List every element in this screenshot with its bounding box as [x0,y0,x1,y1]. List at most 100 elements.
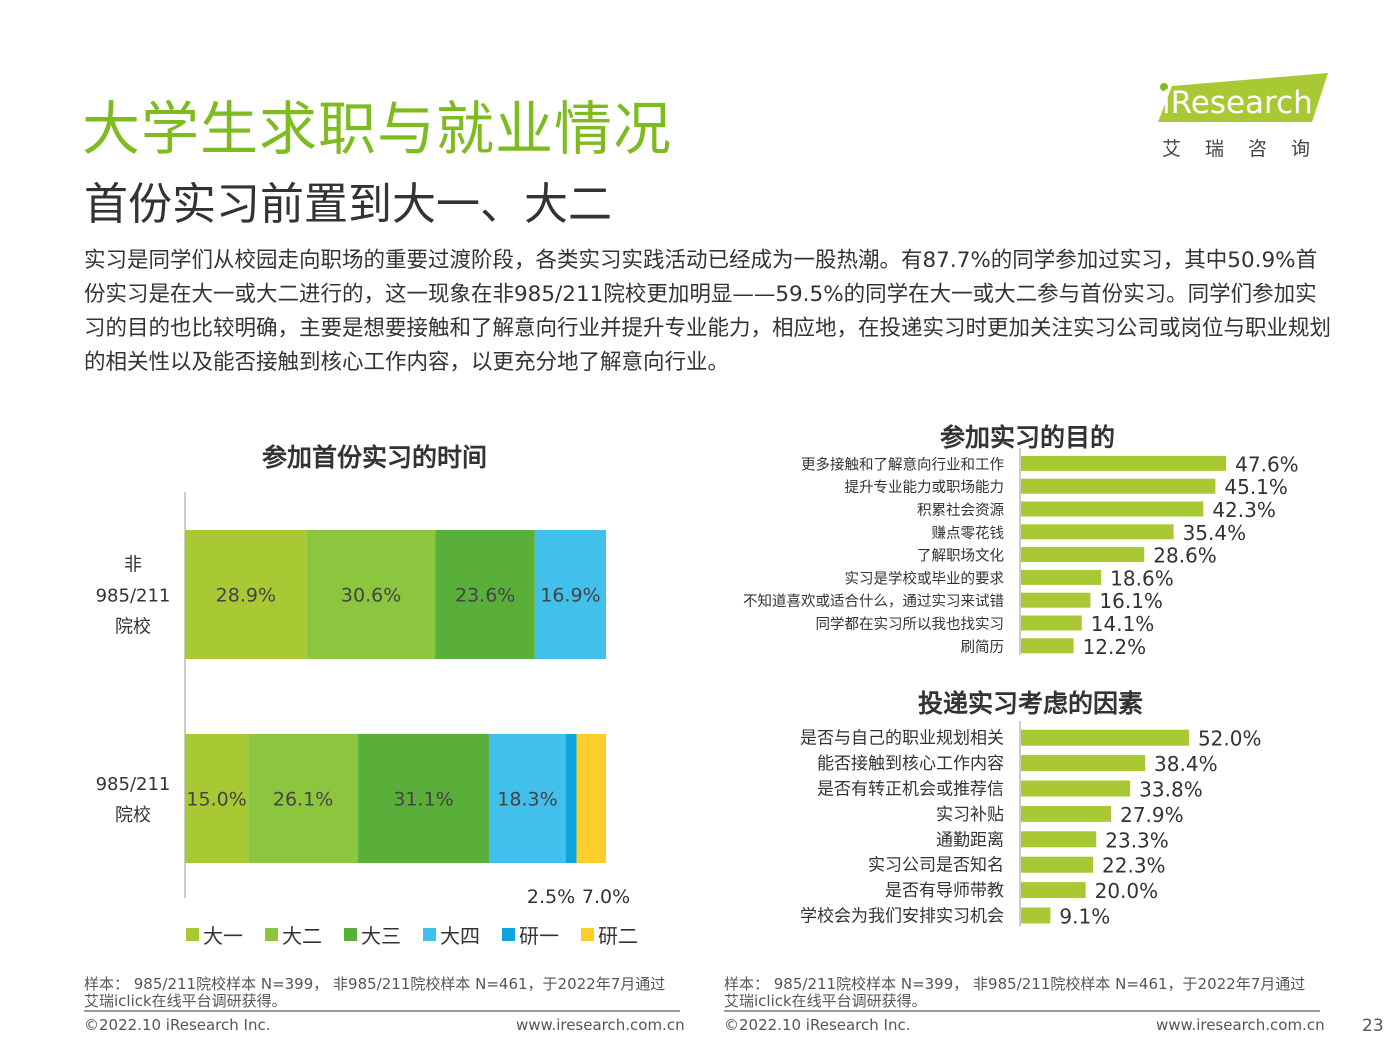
chart3-category-label: 能否接触到核心工作内容 [817,754,1004,774]
chart1-bar-segment [566,734,577,863]
chart2-category-label: 刷简历 [961,639,1005,656]
chart3-bar [1021,805,1112,822]
chart3-bar [1021,882,1086,899]
intro-paragraph: 实习是同学们从校园走向职场的重要过渡阶段，各类实习实践活动已经成为一股热潮。有8… [84,248,1332,375]
iresearch-logo: iResearch 艾瑞咨询 [1150,70,1335,160]
chart3-bar [1021,729,1189,746]
chart3-category-label: 实习补贴 [936,805,1004,825]
chart3-data-label: 9.1% [1059,905,1110,929]
chart1-category-label: 985/211 [96,586,171,607]
chart1-data-label: 30.6% [341,585,401,607]
chart2-bar [1021,524,1174,540]
chart1-bar-segment [185,734,249,863]
chart1-data-label: 26.1% [273,789,333,811]
chart1-title: 参加首份实习的时间 [262,443,488,472]
chart1-legend: 大一 大二 大三 大四 研一 研二 [186,920,638,949]
chart1-bar-segment [358,734,489,863]
logo-badge: iResearch [1158,73,1328,122]
chart2-title: 参加实习的目的 [940,423,1116,452]
legend-label: 大四 [440,924,480,948]
chart2-category-label: 更多接触和了解意向行业和工作 [801,455,1004,473]
chart3-category-label: 实习公司是否知名 [868,856,1004,876]
chart3-data-label: 38.4% [1154,752,1218,776]
legend-swatch [423,928,436,941]
chart2-bar [1021,547,1145,563]
chart3-data-label: 33.8% [1139,778,1203,802]
chart2-bar [1021,592,1091,608]
chart2-category-label: 积累社会资源 [917,502,1004,519]
source-line1: 样本： 985/211院校样本 N=399， 非985/211院校样本 N=46… [724,975,1306,993]
legend-item: 大三 [344,920,401,949]
chart1-category-label: 院校 [115,805,151,826]
page-title: 大学生求职与就业情况 [82,95,673,163]
chart3-category-label: 学校会为我们安排实习机会 [800,907,1004,927]
source-line2: 艾瑞iclick在线平台调研获得。 [84,992,287,1010]
legend-label: 研一 [519,924,559,948]
chart1-bar-segment [248,734,359,863]
legend-item: 大四 [423,920,480,949]
legend-swatch [344,928,357,941]
legend-item: 研一 [502,920,559,949]
footer-copyright-left: ©2022.10 iResearch Inc. [84,1016,271,1034]
chart3-bar [1021,856,1094,873]
chart1-bar-segment [435,530,535,659]
chart3-title: 投递实习考虑的因素 [918,689,1144,718]
chart3-bar [1021,831,1097,848]
chart1-data-label: 2.5% [527,886,575,908]
legend-item: 大二 [265,920,322,949]
chart2-category-label: 不知道喜欢或适合什么，通过实习来试错 [743,593,1004,610]
chart1-data-label: 16.9% [540,585,600,607]
chart2-category-label: 提升专业能力或职场能力 [845,479,1005,496]
footer-url-left: www.iresearch.com.cn [516,1016,685,1034]
chart1-bar-segment [576,734,606,863]
chart3-bar [1021,755,1146,772]
chart2-data-label: 47.6% [1235,452,1299,476]
chart2-data-label: 42.3% [1212,498,1276,522]
chart1-data-label: 28.9% [216,585,276,607]
legend-swatch [186,928,199,941]
legend-item: 大一 [186,920,243,949]
chart3-data-label: 23.3% [1105,828,1169,852]
chart2-data-label: 12.2% [1083,635,1147,659]
chart2-bar [1021,638,1074,654]
source-note-right: 样本： 985/211院校样本 N=399， 非985/211院校样本 N=46… [724,976,1305,1010]
chart1-bar-segment [534,530,606,659]
footer-rule-left [84,1010,680,1012]
chart1-data-label: 7.0% [582,886,630,908]
chart3-data-label: 52.0% [1198,727,1262,751]
legend-label: 大一 [203,924,243,948]
legend-swatch [581,928,594,941]
chart2-data-label: 16.1% [1099,589,1163,613]
footer-rule-right [724,1010,1320,1012]
chart3-data-label: 27.9% [1120,803,1184,827]
chart2-category-label: 赚点零花钱 [932,525,1005,542]
chart1-data-label: 18.3% [497,789,557,811]
legend-label: 大二 [282,924,322,948]
chart2-category-label: 同学都在实习所以我也找实习 [816,616,1005,633]
legend-swatch [265,928,278,941]
chart3-category-label: 是否与自己的职业规划相关 [800,729,1004,749]
chart1-bar-segment [306,530,436,659]
chart2-category-label: 了解职场文化 [917,548,1004,565]
chart2-bar [1021,455,1227,471]
chart2-data-label: 14.1% [1091,612,1155,636]
legend-label: 大三 [361,924,401,948]
page-subtitle: 首份实习前置到大一、大二 [84,179,612,230]
chart3-bar [1021,780,1131,797]
chart3-category-label: 通勤距离 [936,830,1004,850]
chart2-category-label: 实习是学校或毕业的要求 [845,570,1005,587]
source-note-left: 样本： 985/211院校样本 N=399， 非985/211院校样本 N=46… [84,976,665,1010]
chart2-data-label: 18.6% [1110,566,1174,590]
chart2-bar [1021,615,1082,631]
chart1-bar-segment [185,530,307,659]
chart3-category-label: 是否有导师带教 [885,881,1004,901]
footer-url-right: www.iresearch.com.cn [1156,1016,1325,1034]
chart1-data-label: 31.1% [393,789,453,811]
source-line1: 样本： 985/211院校样本 N=399， 非985/211院校样本 N=46… [84,975,666,993]
chart1-category-label: 非 [124,555,142,576]
footer-copyright-right: ©2022.10 iResearch Inc. [724,1016,911,1034]
logo-text: iResearch [1162,85,1313,121]
page-number: 23 [1362,1016,1384,1036]
chart3-bar [1021,907,1051,924]
